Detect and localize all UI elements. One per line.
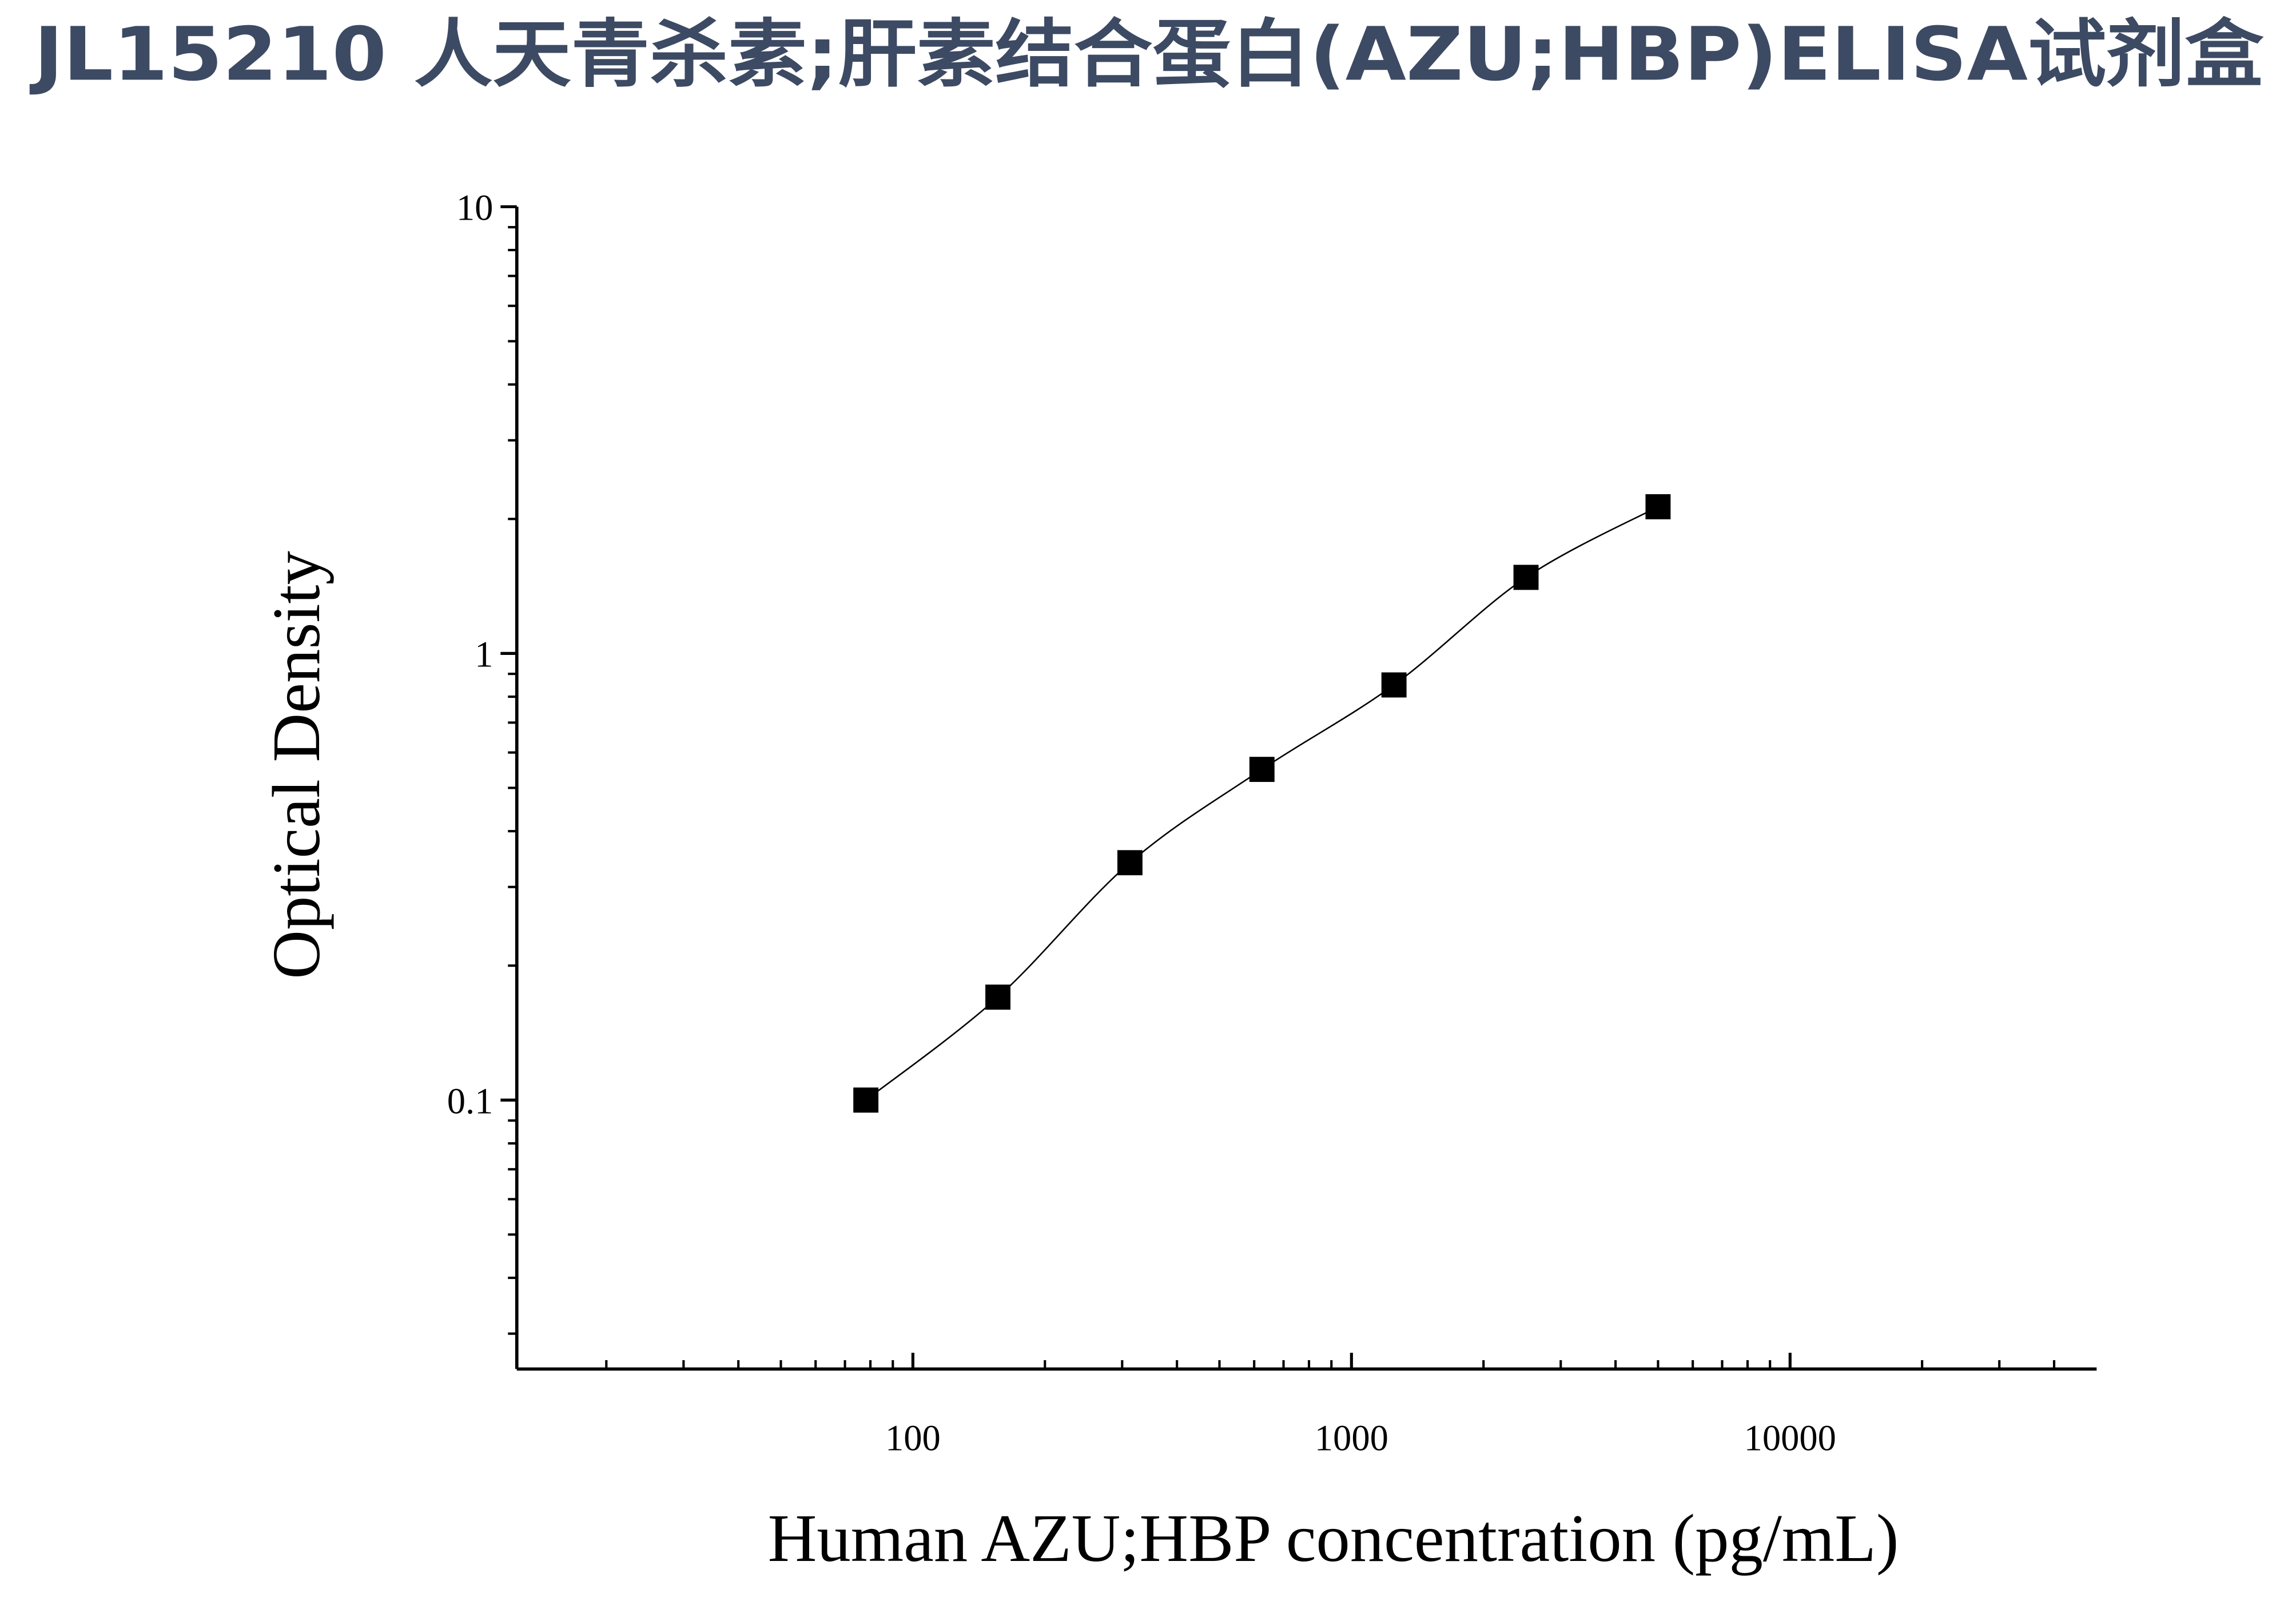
y-axis-title: Optical Density	[258, 551, 334, 979]
data-point	[853, 1087, 879, 1113]
data-point	[985, 984, 1010, 1010]
x-axis-title: Human AZU;HBP concentration (pg/mL)	[768, 1500, 1899, 1576]
x-tick-label: 100	[885, 1417, 941, 1458]
y-tick-label: 10	[456, 187, 494, 228]
x-tick-label: 10000	[1744, 1417, 1836, 1458]
x-tick-label: 1000	[1315, 1417, 1388, 1458]
data-point	[1117, 850, 1143, 876]
y-tick-label: 0.1	[447, 1080, 494, 1122]
fit-curve	[865, 506, 1659, 1101]
chart-title: JL15210 人天青杀素;肝素结合蛋白(AZU;HBP)ELISA试剂盒	[29, 11, 2264, 97]
data-point	[1513, 565, 1539, 590]
y-tick-label: 1	[475, 634, 493, 675]
data-point	[1249, 757, 1275, 782]
data-point	[1381, 672, 1407, 698]
data-point	[1645, 494, 1671, 519]
